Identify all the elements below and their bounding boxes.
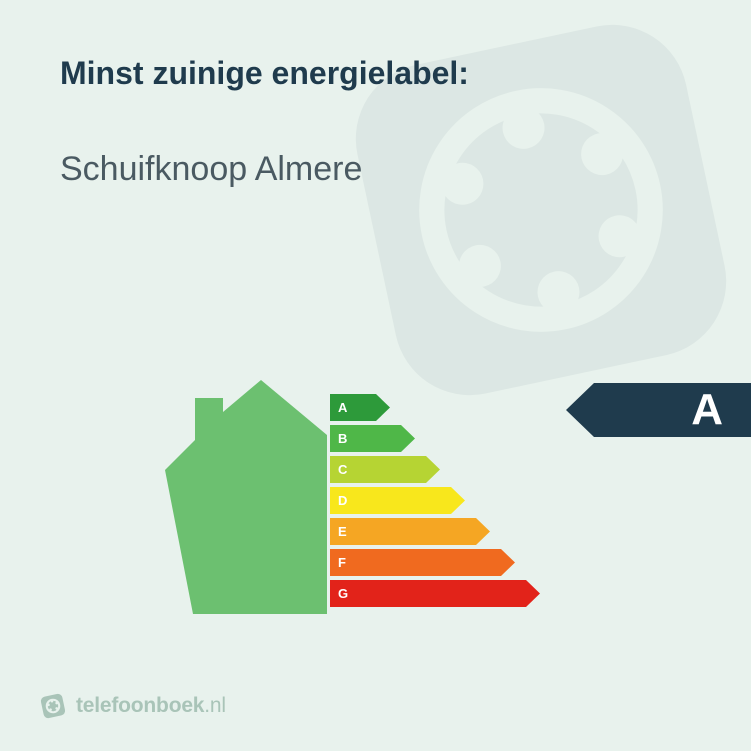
result-badge-shape	[566, 383, 751, 437]
result-badge: A	[566, 383, 751, 437]
rating-bars: A B C D E F G	[330, 394, 540, 611]
rating-bar-g: G	[330, 580, 540, 607]
page-title: Minst zuinige energielabel:	[60, 55, 469, 92]
footer-logo-icon	[40, 693, 66, 719]
card-canvas: Minst zuinige energielabel: Schuifknoop …	[0, 0, 751, 751]
rating-bar-f: F	[330, 549, 540, 576]
rating-bar-shape	[330, 487, 465, 514]
rating-bar-shape	[330, 580, 540, 607]
result-letter: A	[691, 385, 723, 435]
rating-bar-label: C	[338, 463, 347, 476]
rating-bar-label: G	[338, 587, 348, 600]
footer-brand: telefoonboek.nl	[76, 694, 226, 718]
house-shape	[165, 380, 327, 614]
rating-bar-shape	[330, 518, 490, 545]
house-icon	[165, 380, 327, 614]
footer-brand-name: telefoonboek	[76, 694, 204, 717]
rating-bar-shape	[330, 549, 515, 576]
rating-bar-label: A	[338, 401, 347, 414]
rating-bar-b: B	[330, 425, 540, 452]
energy-label-chart: A B C D E F G	[165, 380, 595, 640]
rating-bar-e: E	[330, 518, 540, 545]
rating-bar-c: C	[330, 456, 540, 483]
page-subtitle: Schuifknoop Almere	[60, 150, 362, 189]
footer-brand-tld: .nl	[204, 694, 226, 717]
rating-bar-a: A	[330, 394, 540, 421]
rating-bar-d: D	[330, 487, 540, 514]
rating-bar-label: F	[338, 556, 346, 569]
rating-bar-label: B	[338, 432, 347, 445]
rating-bar-label: E	[338, 525, 347, 538]
rating-bar-label: D	[338, 494, 347, 507]
footer: telefoonboek.nl	[40, 693, 226, 719]
